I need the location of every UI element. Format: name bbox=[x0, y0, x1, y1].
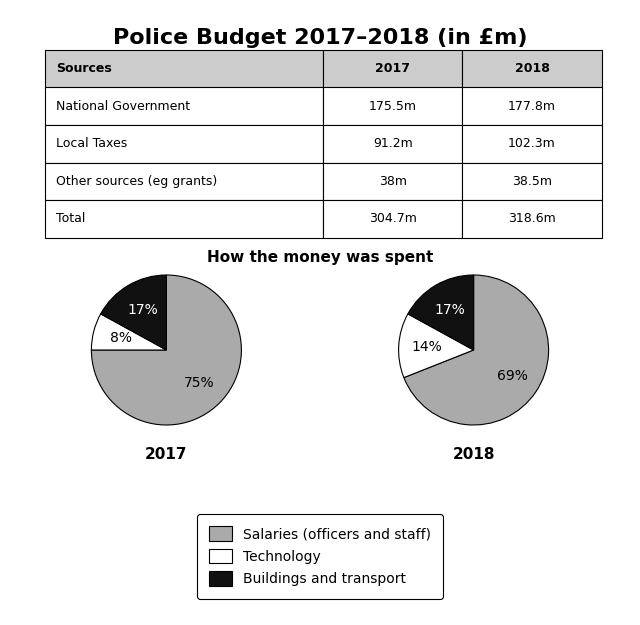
Bar bbox=[45, 50, 323, 88]
Text: 2018: 2018 bbox=[515, 62, 549, 75]
Text: 69%: 69% bbox=[497, 369, 527, 383]
Text: 177.8m: 177.8m bbox=[508, 100, 556, 112]
Bar bbox=[323, 200, 462, 238]
Text: Police Budget 2017–2018 (in £m): Police Budget 2017–2018 (in £m) bbox=[113, 28, 527, 48]
Text: 14%: 14% bbox=[412, 340, 443, 354]
Text: Other sources (eg grants): Other sources (eg grants) bbox=[56, 175, 217, 188]
Bar bbox=[45, 125, 323, 162]
Wedge shape bbox=[92, 314, 166, 350]
Bar bbox=[462, 88, 602, 125]
Text: 2018: 2018 bbox=[452, 447, 495, 462]
Bar bbox=[462, 200, 602, 238]
Text: 318.6m: 318.6m bbox=[508, 213, 556, 225]
Text: 8%: 8% bbox=[110, 331, 132, 346]
Text: 304.7m: 304.7m bbox=[369, 213, 417, 225]
Wedge shape bbox=[399, 314, 474, 378]
Text: Sources: Sources bbox=[56, 62, 112, 75]
Text: 38.5m: 38.5m bbox=[512, 175, 552, 188]
Text: 75%: 75% bbox=[184, 376, 214, 390]
Legend: Salaries (officers and staff), Technology, Buildings and transport: Salaries (officers and staff), Technolog… bbox=[197, 514, 443, 599]
Bar bbox=[45, 200, 323, 238]
Text: 2017: 2017 bbox=[375, 62, 410, 75]
Bar bbox=[45, 88, 323, 125]
Wedge shape bbox=[404, 275, 548, 425]
Wedge shape bbox=[100, 275, 166, 350]
Text: How the money was spent: How the money was spent bbox=[207, 250, 433, 265]
Bar bbox=[323, 50, 462, 88]
Text: 102.3m: 102.3m bbox=[508, 138, 556, 150]
Bar bbox=[323, 125, 462, 162]
Bar bbox=[462, 162, 602, 200]
Bar bbox=[462, 125, 602, 162]
Bar bbox=[323, 88, 462, 125]
Bar bbox=[462, 50, 602, 88]
Text: National Government: National Government bbox=[56, 100, 190, 112]
Wedge shape bbox=[92, 275, 241, 425]
Text: 17%: 17% bbox=[435, 303, 465, 317]
Text: 17%: 17% bbox=[127, 303, 158, 317]
Text: 91.2m: 91.2m bbox=[373, 138, 413, 150]
Wedge shape bbox=[408, 275, 474, 350]
Bar bbox=[323, 162, 462, 200]
Text: 175.5m: 175.5m bbox=[369, 100, 417, 112]
Text: Total: Total bbox=[56, 213, 85, 225]
Text: 2017: 2017 bbox=[145, 447, 188, 462]
Bar bbox=[45, 162, 323, 200]
Text: Local Taxes: Local Taxes bbox=[56, 138, 127, 150]
Text: 38m: 38m bbox=[379, 175, 407, 188]
